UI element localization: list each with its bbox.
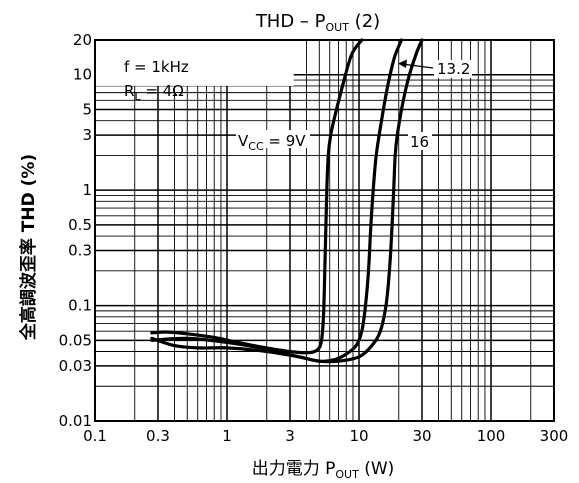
series-label-13v: 13.2 bbox=[437, 60, 470, 78]
series-13v-leader-arrow bbox=[398, 59, 407, 68]
series-13v-leader-line bbox=[401, 63, 434, 69]
series-line-3 bbox=[150, 38, 424, 364]
series-label-16v: 16 bbox=[410, 133, 429, 151]
y-tick-label: 0.05 bbox=[59, 331, 92, 349]
condition-box-background bbox=[96, 41, 294, 86]
y-tick-label: 0.03 bbox=[59, 357, 92, 375]
series-label-bg bbox=[434, 60, 472, 78]
x-tick-labels: 0.1 0.3 1 3 10 30 100 300 bbox=[83, 427, 568, 445]
y-tick-label: 1 bbox=[82, 181, 92, 199]
series-label-9v: VCC = 9V bbox=[238, 132, 306, 153]
x-tick-label: 300 bbox=[540, 427, 569, 445]
y-tick-label: 5 bbox=[82, 100, 92, 118]
annotations: f = 1kHz RL = 4Ω VCC = 9V 13.2 16 bbox=[124, 58, 472, 153]
series-label-bg bbox=[408, 132, 432, 150]
chart-title: THD – POUT (2) bbox=[255, 11, 380, 34]
series-line-1 bbox=[150, 38, 364, 355]
y-tick-label: 3 bbox=[82, 126, 92, 144]
series-line-2 bbox=[150, 38, 404, 363]
series-label-bg bbox=[236, 130, 310, 148]
x-tick-label: 100 bbox=[477, 427, 506, 445]
y-tick-label: 0.3 bbox=[68, 242, 92, 260]
plot-frame bbox=[94, 39, 555, 422]
y-tick-label: 20 bbox=[73, 31, 92, 49]
y-tick-labels: 0.01 0.03 0.05 0.1 0.3 0.5 1 3 5 10 20 bbox=[59, 31, 92, 430]
condition-load: RL = 4Ω bbox=[124, 82, 184, 103]
x-tick-label: 0.1 bbox=[83, 427, 107, 445]
x-tick-label: 30 bbox=[412, 427, 431, 445]
condition-frequency: f = 1kHz bbox=[124, 58, 189, 76]
y-axis-label: 全高調波歪率 THD (%) bbox=[18, 154, 39, 341]
x-tick-label: 0.3 bbox=[146, 427, 170, 445]
x-tick-label: 1 bbox=[222, 427, 232, 445]
y-tick-label: 0.01 bbox=[59, 412, 92, 430]
y-tick-label: 0.1 bbox=[68, 297, 92, 315]
x-axis-label: 出力電力 POUT (W) bbox=[252, 459, 395, 481]
grid-lines bbox=[94, 39, 555, 422]
x-tick-label: 10 bbox=[349, 427, 368, 445]
y-tick-label: 0.5 bbox=[68, 216, 92, 234]
y-tick-label: 10 bbox=[73, 66, 92, 84]
series-curves bbox=[150, 38, 424, 364]
x-tick-label: 3 bbox=[285, 427, 295, 445]
